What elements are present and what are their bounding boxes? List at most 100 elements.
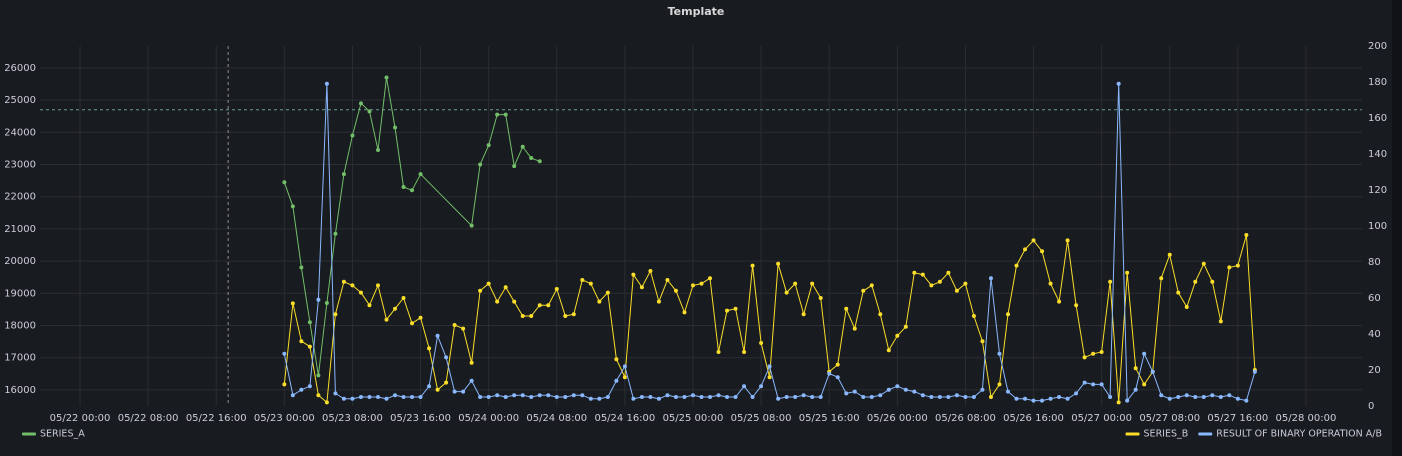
data-point xyxy=(469,223,474,228)
data-point xyxy=(1048,396,1053,401)
data-point xyxy=(1210,279,1215,284)
data-point xyxy=(954,393,959,398)
data-point xyxy=(852,389,857,394)
x-tick-label: 05/23 00:00 xyxy=(254,413,315,424)
data-point xyxy=(333,391,338,396)
data-point xyxy=(375,283,380,288)
x-tick-label: 05/23 08:00 xyxy=(322,413,383,424)
data-point xyxy=(639,395,644,399)
data-point xyxy=(1065,396,1070,401)
data-point xyxy=(503,395,508,399)
data-point xyxy=(529,156,534,161)
chart-title: Template xyxy=(668,5,725,18)
data-point xyxy=(1176,290,1181,295)
y-tick-label: 21000 xyxy=(4,224,36,235)
data-point xyxy=(776,261,781,266)
data-point xyxy=(665,393,670,398)
x-tick-label: 05/26 16:00 xyxy=(1003,413,1064,424)
data-point xyxy=(1167,252,1172,257)
data-point xyxy=(367,395,372,399)
data-point xyxy=(529,395,534,399)
x-tick-label: 05/25 16:00 xyxy=(799,413,860,424)
data-point xyxy=(401,296,406,300)
data-point xyxy=(1099,350,1104,354)
data-point xyxy=(878,312,883,317)
data-point xyxy=(401,395,406,399)
data-point xyxy=(418,172,423,177)
data-point xyxy=(384,75,389,80)
data-point xyxy=(358,290,363,295)
x-tick-label: 05/23 16:00 xyxy=(390,413,451,424)
data-point xyxy=(1057,299,1062,304)
data-point xyxy=(886,387,891,392)
data-point xyxy=(282,351,287,356)
y2-tick-label: 120 xyxy=(1368,185,1387,196)
data-point xyxy=(503,112,508,117)
data-point xyxy=(537,303,542,308)
data-point xyxy=(503,285,508,290)
data-point xyxy=(767,375,772,380)
data-point xyxy=(1031,398,1036,403)
data-point xyxy=(631,396,636,401)
data-point xyxy=(605,290,610,295)
data-point xyxy=(1023,247,1028,252)
data-point xyxy=(622,364,627,369)
data-point xyxy=(1074,391,1079,396)
data-point xyxy=(290,204,295,209)
data-point xyxy=(1108,279,1113,284)
data-point xyxy=(452,389,457,394)
data-point xyxy=(1116,81,1121,86)
data-point xyxy=(954,288,959,293)
data-point xyxy=(648,269,653,273)
data-point xyxy=(486,143,491,148)
x-tick-label: 05/27 00:00 xyxy=(1071,413,1132,424)
data-point xyxy=(1201,395,1206,399)
data-point xyxy=(793,395,798,399)
data-point xyxy=(563,395,568,399)
legend-swatch xyxy=(1198,432,1213,436)
data-point xyxy=(444,355,449,360)
data-point xyxy=(435,333,440,338)
data-point xyxy=(971,395,976,399)
data-point xyxy=(903,324,908,329)
data-point xyxy=(384,317,389,322)
data-point xyxy=(1065,238,1070,243)
data-point xyxy=(810,281,815,286)
data-point xyxy=(1125,398,1130,403)
data-point xyxy=(350,283,355,288)
data-point xyxy=(1218,395,1223,399)
data-point xyxy=(903,387,908,392)
data-point xyxy=(341,396,346,401)
data-point xyxy=(648,395,653,399)
data-point xyxy=(997,351,1002,356)
data-point xyxy=(963,395,968,399)
data-point xyxy=(937,279,942,284)
data-point xyxy=(971,314,976,318)
data-point xyxy=(486,281,491,286)
data-point xyxy=(333,312,338,317)
data-point xyxy=(495,112,500,117)
data-point xyxy=(622,375,627,380)
data-point xyxy=(393,125,398,130)
data-point xyxy=(759,384,764,389)
data-point xyxy=(793,281,798,286)
data-point xyxy=(350,396,355,401)
data-point xyxy=(1184,393,1189,398)
y-tick-label: 22000 xyxy=(4,192,36,203)
data-point xyxy=(1014,263,1019,268)
y-tick-label: 23000 xyxy=(4,159,36,170)
data-point xyxy=(1040,249,1045,254)
data-point xyxy=(656,396,661,401)
data-point xyxy=(571,312,576,317)
data-point xyxy=(1193,395,1198,399)
data-point xyxy=(733,306,738,311)
y-tick-label: 18000 xyxy=(4,320,36,331)
data-point xyxy=(427,384,432,389)
data-point xyxy=(920,272,925,277)
data-point xyxy=(980,387,985,392)
y2-tick-label: 20 xyxy=(1368,365,1381,376)
y2-tick-label: 40 xyxy=(1368,329,1381,340)
data-point xyxy=(307,384,312,389)
data-point xyxy=(410,321,415,326)
